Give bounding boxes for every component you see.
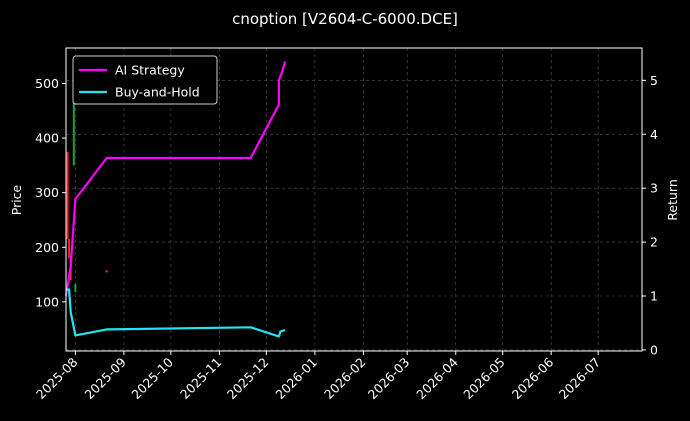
y-axis-right-label: Return [665,179,680,220]
legend-label-0: AI Strategy [115,63,185,78]
candle-2025-08-21-5 [105,270,108,273]
series-lines [64,61,287,338]
series-line-1 [66,288,286,338]
y-left-tick-label-400: 400 [35,131,59,146]
candle-2025-07-28-1 [68,239,71,259]
y-right-tick-label-3: 3 [650,181,658,196]
y-axis-left-label: Price [9,184,24,215]
plot-frame [65,47,643,352]
chart-title: cnoption [V2604-C-6000.DCE] [232,10,458,28]
y-axis-left: 100 200 300 400 500 [35,76,66,309]
y-right-tick-label-4: 4 [650,127,658,142]
y-right-tick-label-1: 1 [650,289,658,304]
y-axis-right: 0 1 2 3 4 5 [642,73,658,357]
y-right-tick-label-2: 2 [650,235,658,250]
candle-2025-07-27-0 [66,151,69,240]
series-line-0 [64,61,287,297]
y-right-tick-label-0: 0 [650,342,658,357]
legend-box [72,55,218,105]
legend-label-1: Buy-and-Hold [115,85,200,100]
y-right-tick-label-5: 5 [650,73,658,88]
y-left-tick-label-300: 300 [35,185,59,200]
y-left-tick-label-200: 200 [35,240,59,255]
candle-2025-08-01-4 [74,283,77,293]
candle-2025-07-31-3 [72,83,75,166]
legend: AI Strategy Buy-and-Hold [72,55,218,105]
y-left-tick-label-500: 500 [35,76,59,91]
y-left-tick-label-100: 100 [35,294,59,309]
